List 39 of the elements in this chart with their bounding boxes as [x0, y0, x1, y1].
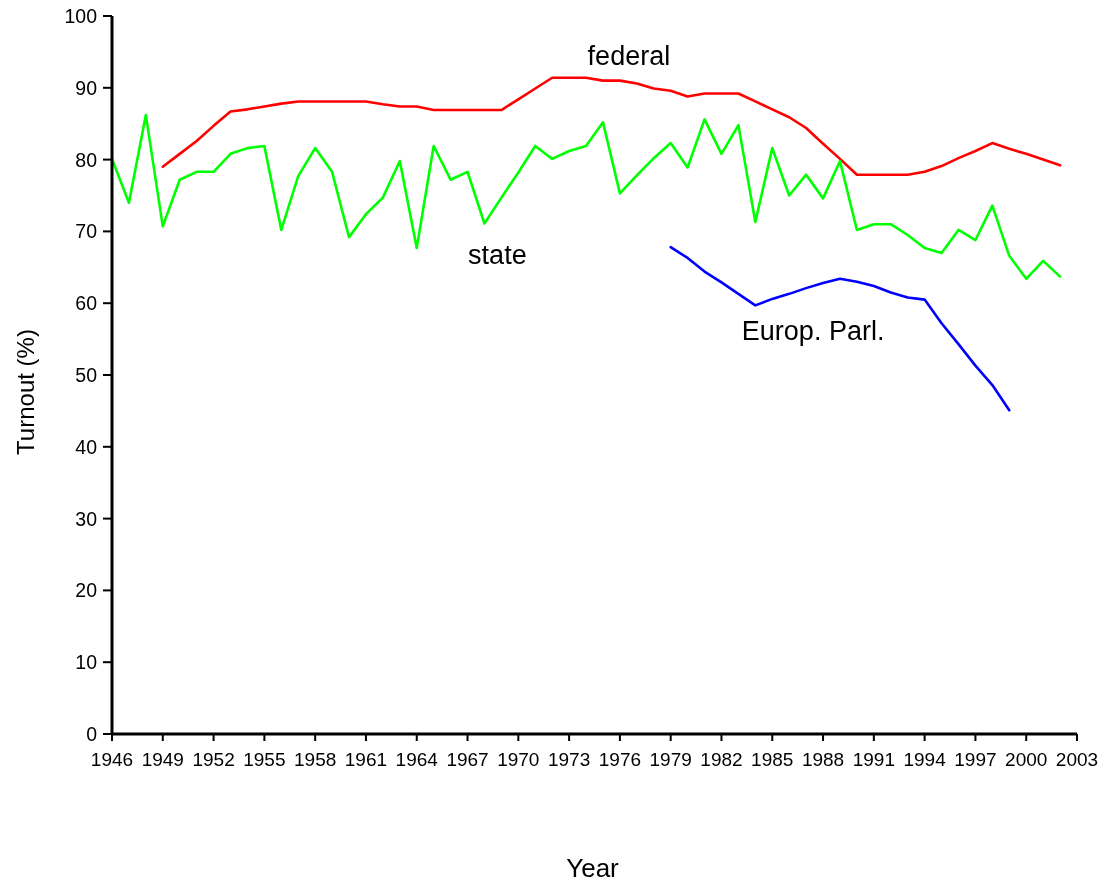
- x-axis-title: Year: [566, 853, 620, 882]
- y-tick-label: 50: [75, 364, 98, 386]
- line-series: [669, 245, 1011, 412]
- y-tick-label: 30: [75, 507, 98, 530]
- x-tick-label: 1964: [395, 749, 439, 770]
- series-label: Europ. Parl.: [741, 316, 885, 347]
- y-tick-label: 60: [75, 292, 98, 315]
- x-tick-label: 1982: [700, 749, 743, 770]
- x-tick-label: 1967: [446, 749, 489, 770]
- y-tick-label: 70: [75, 220, 98, 243]
- x-tick-label: 1961: [344, 749, 388, 770]
- x-tick-label: 1973: [547, 749, 591, 770]
- y-tick-label: 10: [75, 651, 98, 674]
- y-tick-label: 80: [75, 148, 98, 171]
- x-tick-label: 1985: [751, 749, 794, 770]
- y-tick-label: 90: [75, 76, 98, 99]
- x-tick-label: 2000: [1005, 749, 1048, 770]
- series-label: federal: [587, 40, 671, 71]
- y-tick-label: 40: [75, 435, 98, 458]
- y-tick-label: 20: [75, 579, 98, 602]
- series-label: state: [468, 239, 527, 270]
- x-tick-label: 1979: [649, 749, 692, 770]
- x-tick-label: 1955: [243, 749, 286, 770]
- x-tick-label: 1988: [801, 749, 845, 770]
- y-tick-label: 100: [64, 5, 98, 27]
- x-tick-label: 1952: [192, 749, 235, 770]
- x-tick-label: 1997: [954, 749, 997, 770]
- x-tick-label: 1958: [294, 749, 337, 770]
- x-tick-label: 1994: [903, 749, 947, 770]
- x-tick-label: 2003: [1055, 749, 1099, 770]
- line-series: [112, 113, 1062, 281]
- x-tick-label: 1946: [90, 749, 134, 770]
- y-axis-title: Turnout (%): [11, 329, 39, 455]
- x-tick-label: 1949: [141, 749, 184, 770]
- y-tick-label: 0: [86, 723, 98, 745]
- line-series: [161, 76, 1062, 176]
- x-tick-label: 1970: [497, 749, 540, 770]
- x-tick-label: 1976: [598, 749, 642, 770]
- x-tick-label: 1991: [852, 749, 895, 770]
